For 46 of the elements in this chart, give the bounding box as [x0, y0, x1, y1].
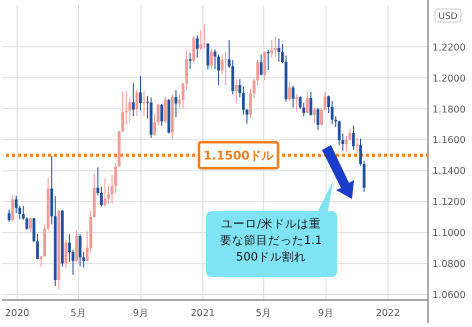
candlestick	[160, 103, 164, 126]
candlestick	[316, 107, 320, 130]
candlestick	[278, 38, 280, 62]
y-tick-label: 1.1600	[432, 135, 466, 146]
y-tick-label: 1.0800	[432, 259, 466, 270]
candlestick	[164, 96, 167, 124]
candlestick	[266, 49, 270, 71]
candlestick	[309, 91, 312, 116]
candlestick	[313, 107, 316, 124]
x-tick-label: 5月	[70, 308, 87, 319]
candlestick	[139, 76, 142, 111]
x-tick-label: 2022	[376, 308, 400, 319]
candlestick	[228, 40, 231, 68]
x-tick-label: 5月	[256, 308, 272, 319]
x-tick-label: 2021	[190, 308, 215, 319]
candlestick	[298, 96, 302, 110]
candlestick	[202, 23, 206, 49]
ref-line-label: 1.1500ドル	[203, 148, 275, 163]
candlestick	[352, 124, 355, 150]
x-tick-label: 9月	[132, 308, 149, 319]
candlestick	[274, 36, 277, 58]
candlestick	[104, 178, 106, 208]
y-tick-label: 1.1000	[432, 228, 466, 240]
candlestick	[302, 102, 306, 117]
y-tick-label: 1.1200	[432, 197, 466, 208]
candlestick	[29, 217, 32, 233]
candlestick	[174, 90, 178, 118]
y-tick-label: 1.1800	[432, 104, 466, 116]
candlestick	[292, 85, 294, 108]
y-axis-title: USD	[438, 12, 458, 22]
candlestick	[136, 88, 138, 116]
candlestick	[206, 42, 210, 70]
candlestick	[210, 48, 213, 70]
candlestick	[288, 81, 291, 102]
candlestick	[64, 240, 68, 269]
y-tick-label: 1.2000	[432, 73, 466, 84]
candlestick	[8, 208, 10, 222]
candlestick	[270, 39, 274, 58]
candlestick	[132, 82, 135, 117]
y-tick-label: 1.2200	[432, 42, 466, 54]
annotation: ユーロ/米ドルは重要な節目だった1.1500ドル割れ	[220, 216, 322, 264]
candlestick	[78, 234, 82, 267]
x-tick-label: 9月	[318, 308, 334, 319]
y-tick-label: 1.0600	[432, 290, 466, 302]
y-tick-label: 1.1400	[432, 166, 466, 178]
x-tick-label: 2020	[5, 308, 30, 319]
